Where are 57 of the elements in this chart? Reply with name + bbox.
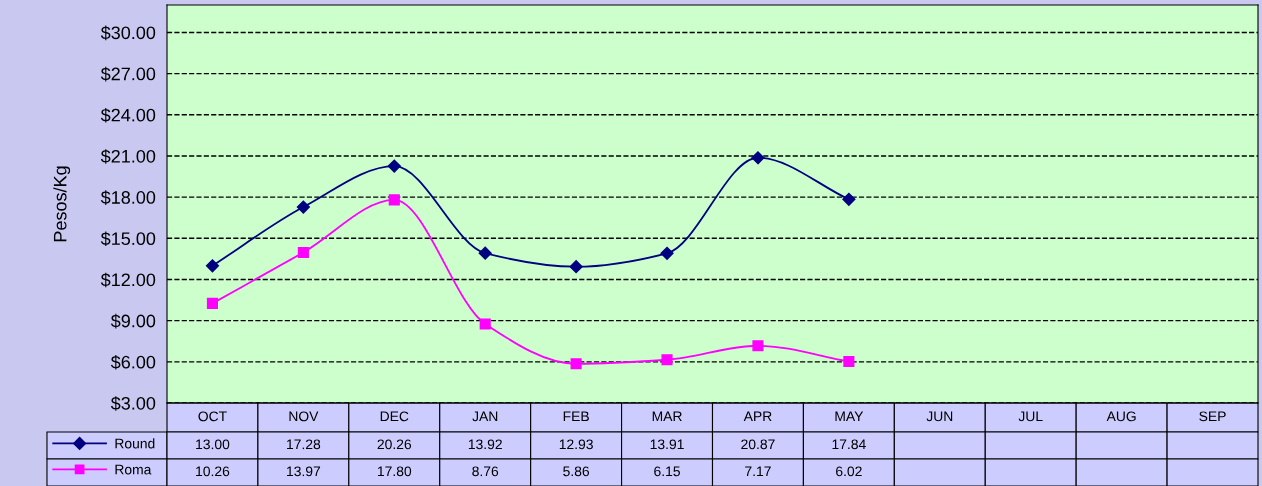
data-label: 13.92 [468, 439, 502, 450]
x-tick-label: AUG [1106, 411, 1136, 422]
data-label: 10.26 [196, 466, 230, 477]
x-tick-label: APR [743, 411, 772, 422]
point [569, 260, 583, 274]
y-tick-label: $30.00 [100, 25, 156, 41]
y-axis-title: Pesos/Kg [53, 166, 71, 242]
point [661, 354, 673, 366]
point [388, 194, 400, 206]
point [478, 246, 492, 260]
point [751, 151, 765, 165]
data-label: 5.86 [563, 466, 590, 477]
point [842, 192, 856, 206]
data-label: 17.28 [287, 439, 321, 450]
data-label: 7.17 [745, 466, 771, 477]
data-label: 6.15 [654, 466, 680, 477]
data-label: 12.93 [559, 439, 593, 450]
x-tick-label: OCT [198, 411, 227, 422]
legend-label: Roma [115, 464, 152, 475]
point [843, 355, 855, 368]
x-tick-label: JAN [472, 411, 498, 422]
x-tick-label: JUN [926, 411, 953, 422]
data-label: 13.97 [287, 466, 321, 477]
x-tick-label: MAR [652, 411, 682, 422]
data-label: 17.80 [377, 466, 412, 477]
point [570, 358, 582, 370]
data-label: 8.76 [472, 466, 499, 477]
y-tick-label: $21.00 [100, 149, 156, 164]
point [296, 200, 310, 214]
data-label: 17.84 [832, 439, 866, 450]
x-tick-label: MAY [835, 411, 864, 422]
point [205, 259, 220, 273]
y-tick-label: $24.00 [100, 107, 156, 123]
data-label: 6.02 [836, 466, 862, 477]
y-tick-label: $3.00 [110, 396, 156, 411]
point [660, 246, 674, 260]
y-tick-label: $9.00 [110, 313, 156, 329]
y-tick-label: $18.00 [100, 190, 156, 205]
x-tick-label: DEC [380, 411, 409, 422]
legend-label: Round [115, 438, 155, 449]
data-label: 20.87 [741, 439, 775, 450]
data-label: 13.00 [196, 439, 230, 450]
point [297, 246, 309, 259]
data-label: 20.26 [377, 439, 412, 450]
x-tick-label: FEB [563, 411, 589, 422]
y-tick-label: $15.00 [100, 231, 156, 247]
x-tick-label: SEP [1199, 411, 1226, 422]
y-tick-label: $6.00 [110, 355, 156, 370]
point [752, 340, 764, 352]
y-tick-label: $27.00 [100, 66, 156, 82]
y-tick-label: $12.00 [100, 272, 156, 288]
x-tick-label: JUL [1018, 411, 1043, 422]
x-tick-label: NOV [289, 411, 319, 422]
point [206, 297, 219, 309]
data-label: 13.91 [650, 439, 684, 450]
point [479, 318, 491, 330]
point [387, 159, 401, 173]
